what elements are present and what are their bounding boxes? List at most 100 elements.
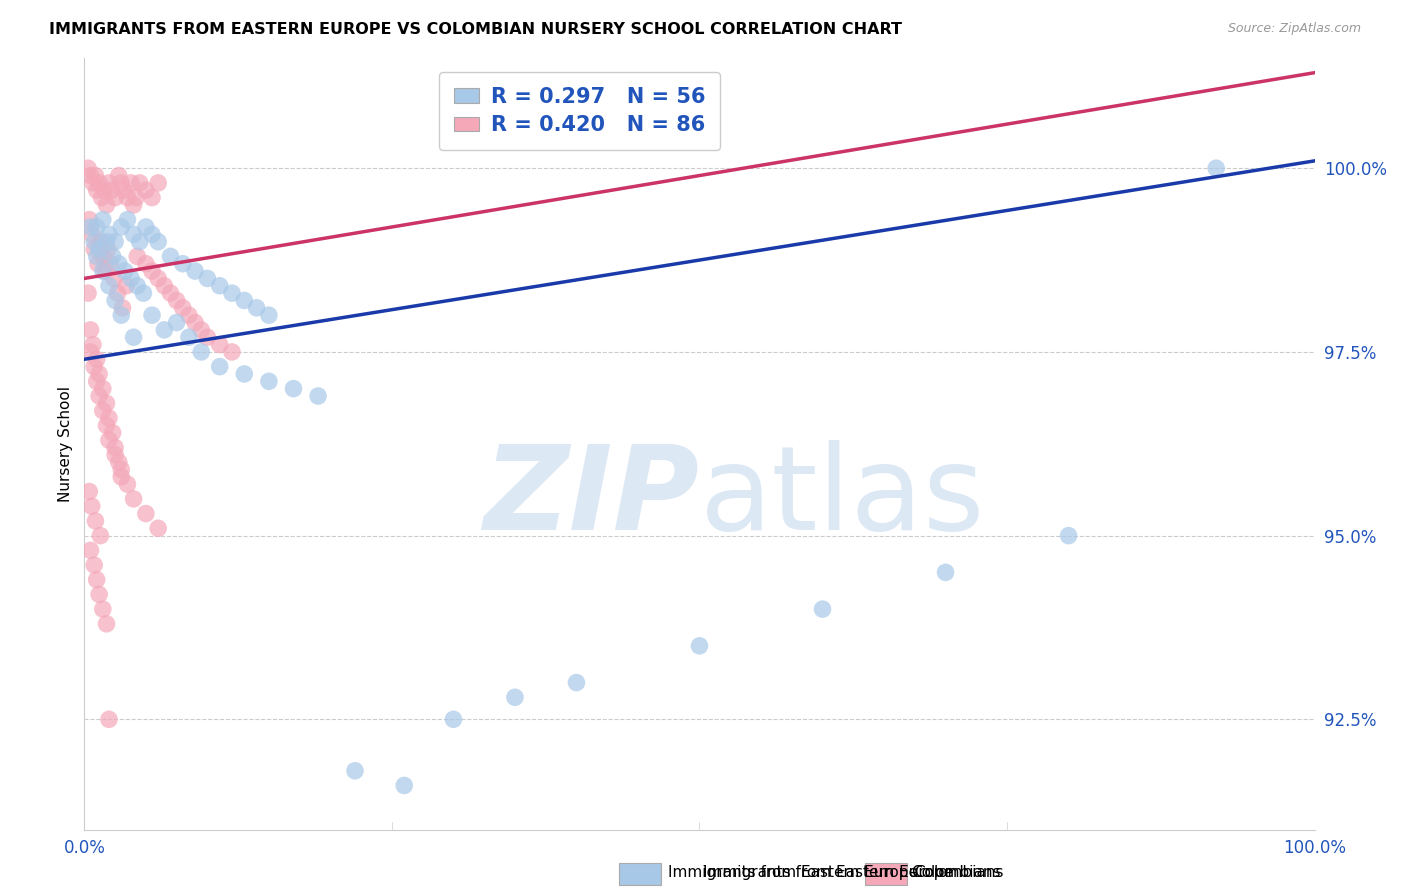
Point (148, 235, 170, 249)
Point (110, 470, 132, 484)
Point (79, 345, 101, 359)
Point (127, 249, 149, 263)
Point (100, 183, 122, 197)
Point (172, 257, 194, 271)
Point (114, 264, 136, 278)
Point (208, 337, 231, 351)
Point (82, 337, 104, 351)
Point (79, 219, 101, 234)
Point (91, 602, 114, 616)
Point (98, 712, 120, 726)
Text: atlas: atlas (700, 441, 984, 556)
Point (257, 374, 280, 388)
Point (83, 235, 105, 249)
Point (86, 374, 108, 388)
Point (91, 212, 114, 227)
Point (104, 448, 127, 462)
Point (117, 191, 139, 205)
Point (166, 316, 188, 330)
Point (98, 433, 120, 447)
Point (122, 227, 145, 242)
Point (689, 639, 711, 653)
Point (233, 293, 256, 308)
Point (79, 543, 101, 558)
Point (101, 249, 124, 263)
Point (135, 507, 157, 521)
Point (86, 249, 108, 263)
Point (91, 403, 114, 417)
Point (135, 183, 157, 197)
Point (96, 198, 118, 212)
Point (98, 227, 120, 242)
Point (103, 271, 125, 285)
Point (89, 235, 111, 249)
Point (79, 484, 101, 499)
Point (141, 308, 163, 322)
Legend: R = 0.297   N = 56, R = 0.420   N = 86: R = 0.297 N = 56, R = 0.420 N = 86 (439, 72, 720, 150)
Point (104, 293, 127, 308)
Point (104, 191, 127, 205)
Point (141, 191, 163, 205)
Point (93, 183, 115, 197)
Point (132, 286, 155, 301)
Point (197, 271, 219, 285)
Point (246, 301, 269, 315)
Text: ZIP: ZIP (484, 441, 700, 556)
Point (172, 301, 194, 315)
Point (83, 558, 105, 572)
Point (153, 323, 176, 337)
Point (86, 219, 108, 234)
Point (184, 264, 207, 278)
Point (79, 323, 101, 337)
Point (221, 286, 243, 301)
Point (344, 764, 367, 778)
Point (108, 257, 129, 271)
Point (443, 712, 465, 726)
Text: Colombians: Colombians (911, 865, 1001, 880)
Point (77, 161, 100, 176)
Point (96, 396, 118, 410)
Point (98, 176, 120, 190)
Point (84, 169, 107, 183)
Point (83, 242, 105, 256)
Point (87, 176, 111, 190)
Point (148, 521, 170, 535)
Point (110, 462, 132, 476)
Point (107, 286, 129, 301)
Point (80, 500, 103, 514)
Point (283, 382, 305, 396)
Point (89, 528, 111, 542)
Point (1205, 161, 1227, 176)
Point (98, 411, 120, 425)
Point (86, 183, 108, 197)
Point (503, 690, 526, 705)
Point (122, 491, 145, 506)
Point (127, 278, 149, 293)
Point (112, 183, 135, 197)
Point (935, 566, 957, 580)
Point (190, 323, 212, 337)
Point (84, 514, 107, 528)
Point (233, 367, 256, 381)
Point (80, 227, 103, 242)
Text: IMMIGRANTS FROM EASTERN EUROPE VS COLOMBIAN NURSERY SCHOOL CORRELATION CHART: IMMIGRANTS FROM EASTERN EUROPE VS COLOMB… (49, 22, 903, 37)
Point (91, 249, 114, 263)
Point (104, 235, 127, 249)
Text: Source: ZipAtlas.com: Source: ZipAtlas.com (1227, 22, 1361, 36)
Point (307, 389, 329, 403)
Text: Immigrants from Eastern Europe: Immigrants from Eastern Europe (703, 865, 953, 880)
Point (117, 477, 139, 491)
Point (190, 345, 212, 359)
Point (97, 242, 120, 256)
Point (110, 176, 132, 190)
Point (159, 249, 181, 263)
Point (79, 212, 101, 227)
Point (104, 441, 127, 455)
Point (148, 176, 170, 190)
Point (110, 219, 132, 234)
Point (1057, 528, 1080, 542)
Point (141, 227, 163, 242)
Point (135, 257, 157, 271)
Point (96, 418, 118, 433)
Point (177, 308, 200, 322)
